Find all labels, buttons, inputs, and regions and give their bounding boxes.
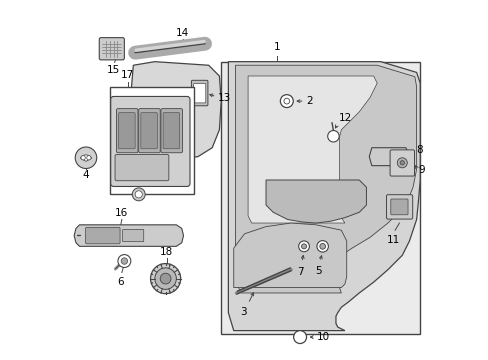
Wedge shape <box>80 155 91 161</box>
Circle shape <box>399 161 404 165</box>
FancyBboxPatch shape <box>122 229 143 242</box>
Text: 7: 7 <box>296 267 303 277</box>
FancyBboxPatch shape <box>110 96 190 186</box>
Circle shape <box>316 240 328 252</box>
FancyBboxPatch shape <box>139 109 160 153</box>
Circle shape <box>86 156 91 160</box>
FancyBboxPatch shape <box>157 114 169 129</box>
Polygon shape <box>368 148 408 166</box>
Circle shape <box>298 241 309 252</box>
Polygon shape <box>74 225 183 246</box>
Text: 3: 3 <box>240 307 246 317</box>
FancyBboxPatch shape <box>390 199 407 215</box>
Circle shape <box>155 268 176 289</box>
FancyBboxPatch shape <box>161 109 182 153</box>
Text: 5: 5 <box>314 266 321 276</box>
Circle shape <box>327 131 339 142</box>
Circle shape <box>118 255 131 267</box>
FancyBboxPatch shape <box>389 150 414 176</box>
FancyBboxPatch shape <box>116 109 138 153</box>
Circle shape <box>280 95 293 108</box>
Text: 15: 15 <box>107 65 120 75</box>
Text: 8: 8 <box>415 145 422 155</box>
Circle shape <box>160 273 171 284</box>
Polygon shape <box>247 76 376 223</box>
Text: 9: 9 <box>418 165 424 175</box>
Circle shape <box>150 264 180 294</box>
FancyBboxPatch shape <box>142 114 155 129</box>
FancyBboxPatch shape <box>141 113 157 149</box>
Circle shape <box>81 156 85 160</box>
Text: 2: 2 <box>305 96 312 106</box>
FancyBboxPatch shape <box>139 112 172 131</box>
Text: 12: 12 <box>339 113 352 123</box>
Bar <box>221 62 419 334</box>
Circle shape <box>284 98 289 104</box>
Text: 1: 1 <box>273 42 280 51</box>
Circle shape <box>396 158 407 168</box>
Circle shape <box>293 330 306 343</box>
FancyBboxPatch shape <box>99 38 124 60</box>
Circle shape <box>135 191 142 198</box>
FancyBboxPatch shape <box>163 113 179 149</box>
Circle shape <box>301 244 306 249</box>
Circle shape <box>152 132 158 137</box>
Polygon shape <box>228 62 419 330</box>
Circle shape <box>132 188 145 201</box>
Text: 16: 16 <box>115 208 128 218</box>
FancyBboxPatch shape <box>85 227 120 244</box>
Text: 11: 11 <box>386 234 399 244</box>
FancyBboxPatch shape <box>386 195 412 219</box>
Polygon shape <box>233 223 346 288</box>
Text: 17: 17 <box>121 70 134 80</box>
Circle shape <box>319 243 325 249</box>
Text: 14: 14 <box>176 28 189 38</box>
FancyBboxPatch shape <box>115 154 168 181</box>
Text: 4: 4 <box>82 170 89 180</box>
FancyBboxPatch shape <box>191 80 207 106</box>
Text: 13: 13 <box>218 93 231 103</box>
Polygon shape <box>265 180 366 223</box>
Text: 10: 10 <box>316 332 329 342</box>
Circle shape <box>75 147 97 168</box>
Polygon shape <box>131 62 221 158</box>
Polygon shape <box>235 65 416 293</box>
Circle shape <box>121 258 127 264</box>
Text: 6: 6 <box>117 277 124 287</box>
Bar <box>110 87 194 194</box>
FancyBboxPatch shape <box>193 84 205 103</box>
FancyBboxPatch shape <box>119 113 135 149</box>
Text: 18: 18 <box>160 247 173 257</box>
